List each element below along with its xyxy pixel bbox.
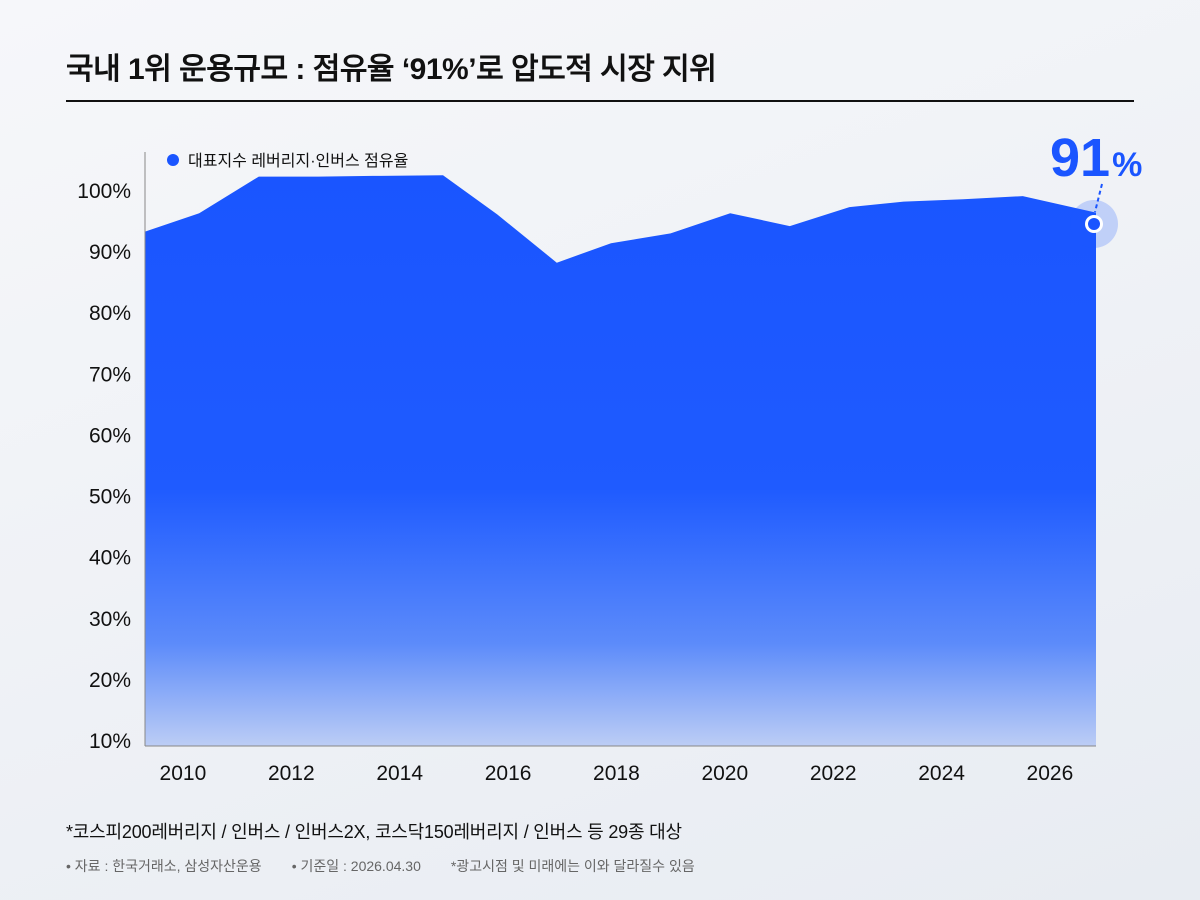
disclaimer-text: *광고시점 및 미래에는 이와 달라질수 있음 (450, 858, 695, 874)
x-tick-label: 2010 (160, 762, 207, 785)
source-text: • 자료 : 한국거래소, 삼성자산운용 (66, 858, 262, 874)
series-area (145, 175, 1096, 747)
y-tick-label: 40% (89, 547, 131, 570)
x-tick-label: 2016 (485, 762, 532, 785)
y-tick-label: 60% (89, 424, 131, 447)
x-tick-label: 2026 (1027, 762, 1074, 785)
legend-label: 대표지수 레버리지·인버스 점유율 (188, 152, 408, 170)
y-tick-label: 10% (89, 730, 131, 753)
y-tick-label: 20% (89, 669, 131, 692)
callout-value: 91% (1050, 128, 1142, 188)
x-tick-label: 2022 (810, 762, 857, 785)
y-tick-label: 90% (89, 241, 131, 264)
highlight-point-core (1088, 218, 1100, 230)
source-line: • 자료 : 한국거래소, 삼성자산운용 • 기준일 : 2026.04.30 … (66, 856, 695, 876)
footnote: *코스피200레버리지 / 인버스 / 인버스2X, 코스닥150레버리지 / … (66, 822, 682, 842)
title-divider (66, 100, 1134, 102)
x-tick-label: 2014 (376, 762, 423, 785)
y-tick-label: 50% (89, 486, 131, 509)
x-tick-label: 2024 (918, 762, 965, 785)
y-tick-label: 100% (77, 180, 131, 203)
y-tick-label: 80% (89, 302, 131, 325)
y-tick-label: 30% (89, 608, 131, 631)
base-date-text: • 기준일 : 2026.04.30 (291, 858, 421, 874)
callout-leader (1094, 183, 1103, 213)
legend-marker (167, 154, 179, 166)
y-tick-label: 70% (89, 363, 131, 386)
x-tick-label: 2018 (593, 762, 640, 785)
x-tick-label: 2012 (268, 762, 315, 785)
x-tick-label: 2020 (701, 762, 748, 785)
chart-title: 국내 1위 운용규모 : 점유율 ‘91%’로 압도적 시장 지위 (66, 53, 717, 86)
